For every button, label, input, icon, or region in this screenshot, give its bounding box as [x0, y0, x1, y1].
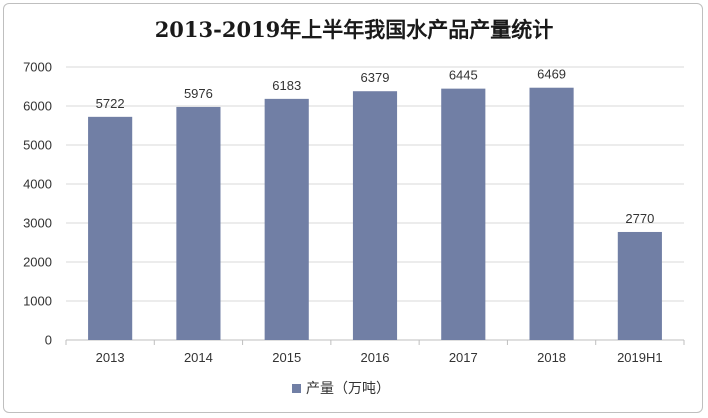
y-tick-label: 6000 — [23, 99, 52, 114]
y-tick-label: 3000 — [23, 216, 52, 231]
chart-title: 2013-2019年上半年我国水产品产量统计 — [154, 17, 554, 42]
bar — [441, 88, 486, 341]
data-label: 6469 — [537, 67, 566, 82]
data-label: 6445 — [449, 68, 478, 83]
legend: 产量（万吨） — [292, 378, 390, 398]
bar — [88, 116, 133, 340]
data-label: 6183 — [272, 78, 301, 93]
x-tick-label: 2017 — [449, 350, 478, 365]
y-tick-label: 7000 — [23, 60, 52, 75]
legend-label: 产量（万吨） — [306, 381, 390, 397]
bar — [352, 91, 398, 341]
legend-swatch — [292, 383, 301, 393]
x-tick-label: 2014 — [184, 350, 213, 365]
y-tick-label: 5000 — [23, 138, 52, 153]
bar — [176, 106, 221, 340]
x-tick-label: 2019H1 — [617, 350, 663, 365]
x-tick-label: 2015 — [272, 350, 301, 365]
data-label: 5976 — [184, 86, 213, 101]
y-tick-label: 2000 — [23, 255, 52, 270]
x-tick-label: 2016 — [361, 350, 390, 365]
data-label: 2770 — [625, 211, 654, 226]
data-label: 6379 — [361, 70, 390, 85]
y-tick-label: 4000 — [23, 177, 52, 192]
bar — [617, 231, 662, 340]
x-tick-label: 2013 — [96, 350, 125, 365]
data-label: 5722 — [96, 96, 125, 111]
bar — [529, 87, 574, 340]
x-tick-label: 2018 — [537, 350, 566, 365]
bar — [264, 98, 309, 340]
y-tick-label: 1000 — [23, 294, 52, 309]
y-tick-label: 0 — [45, 333, 52, 348]
